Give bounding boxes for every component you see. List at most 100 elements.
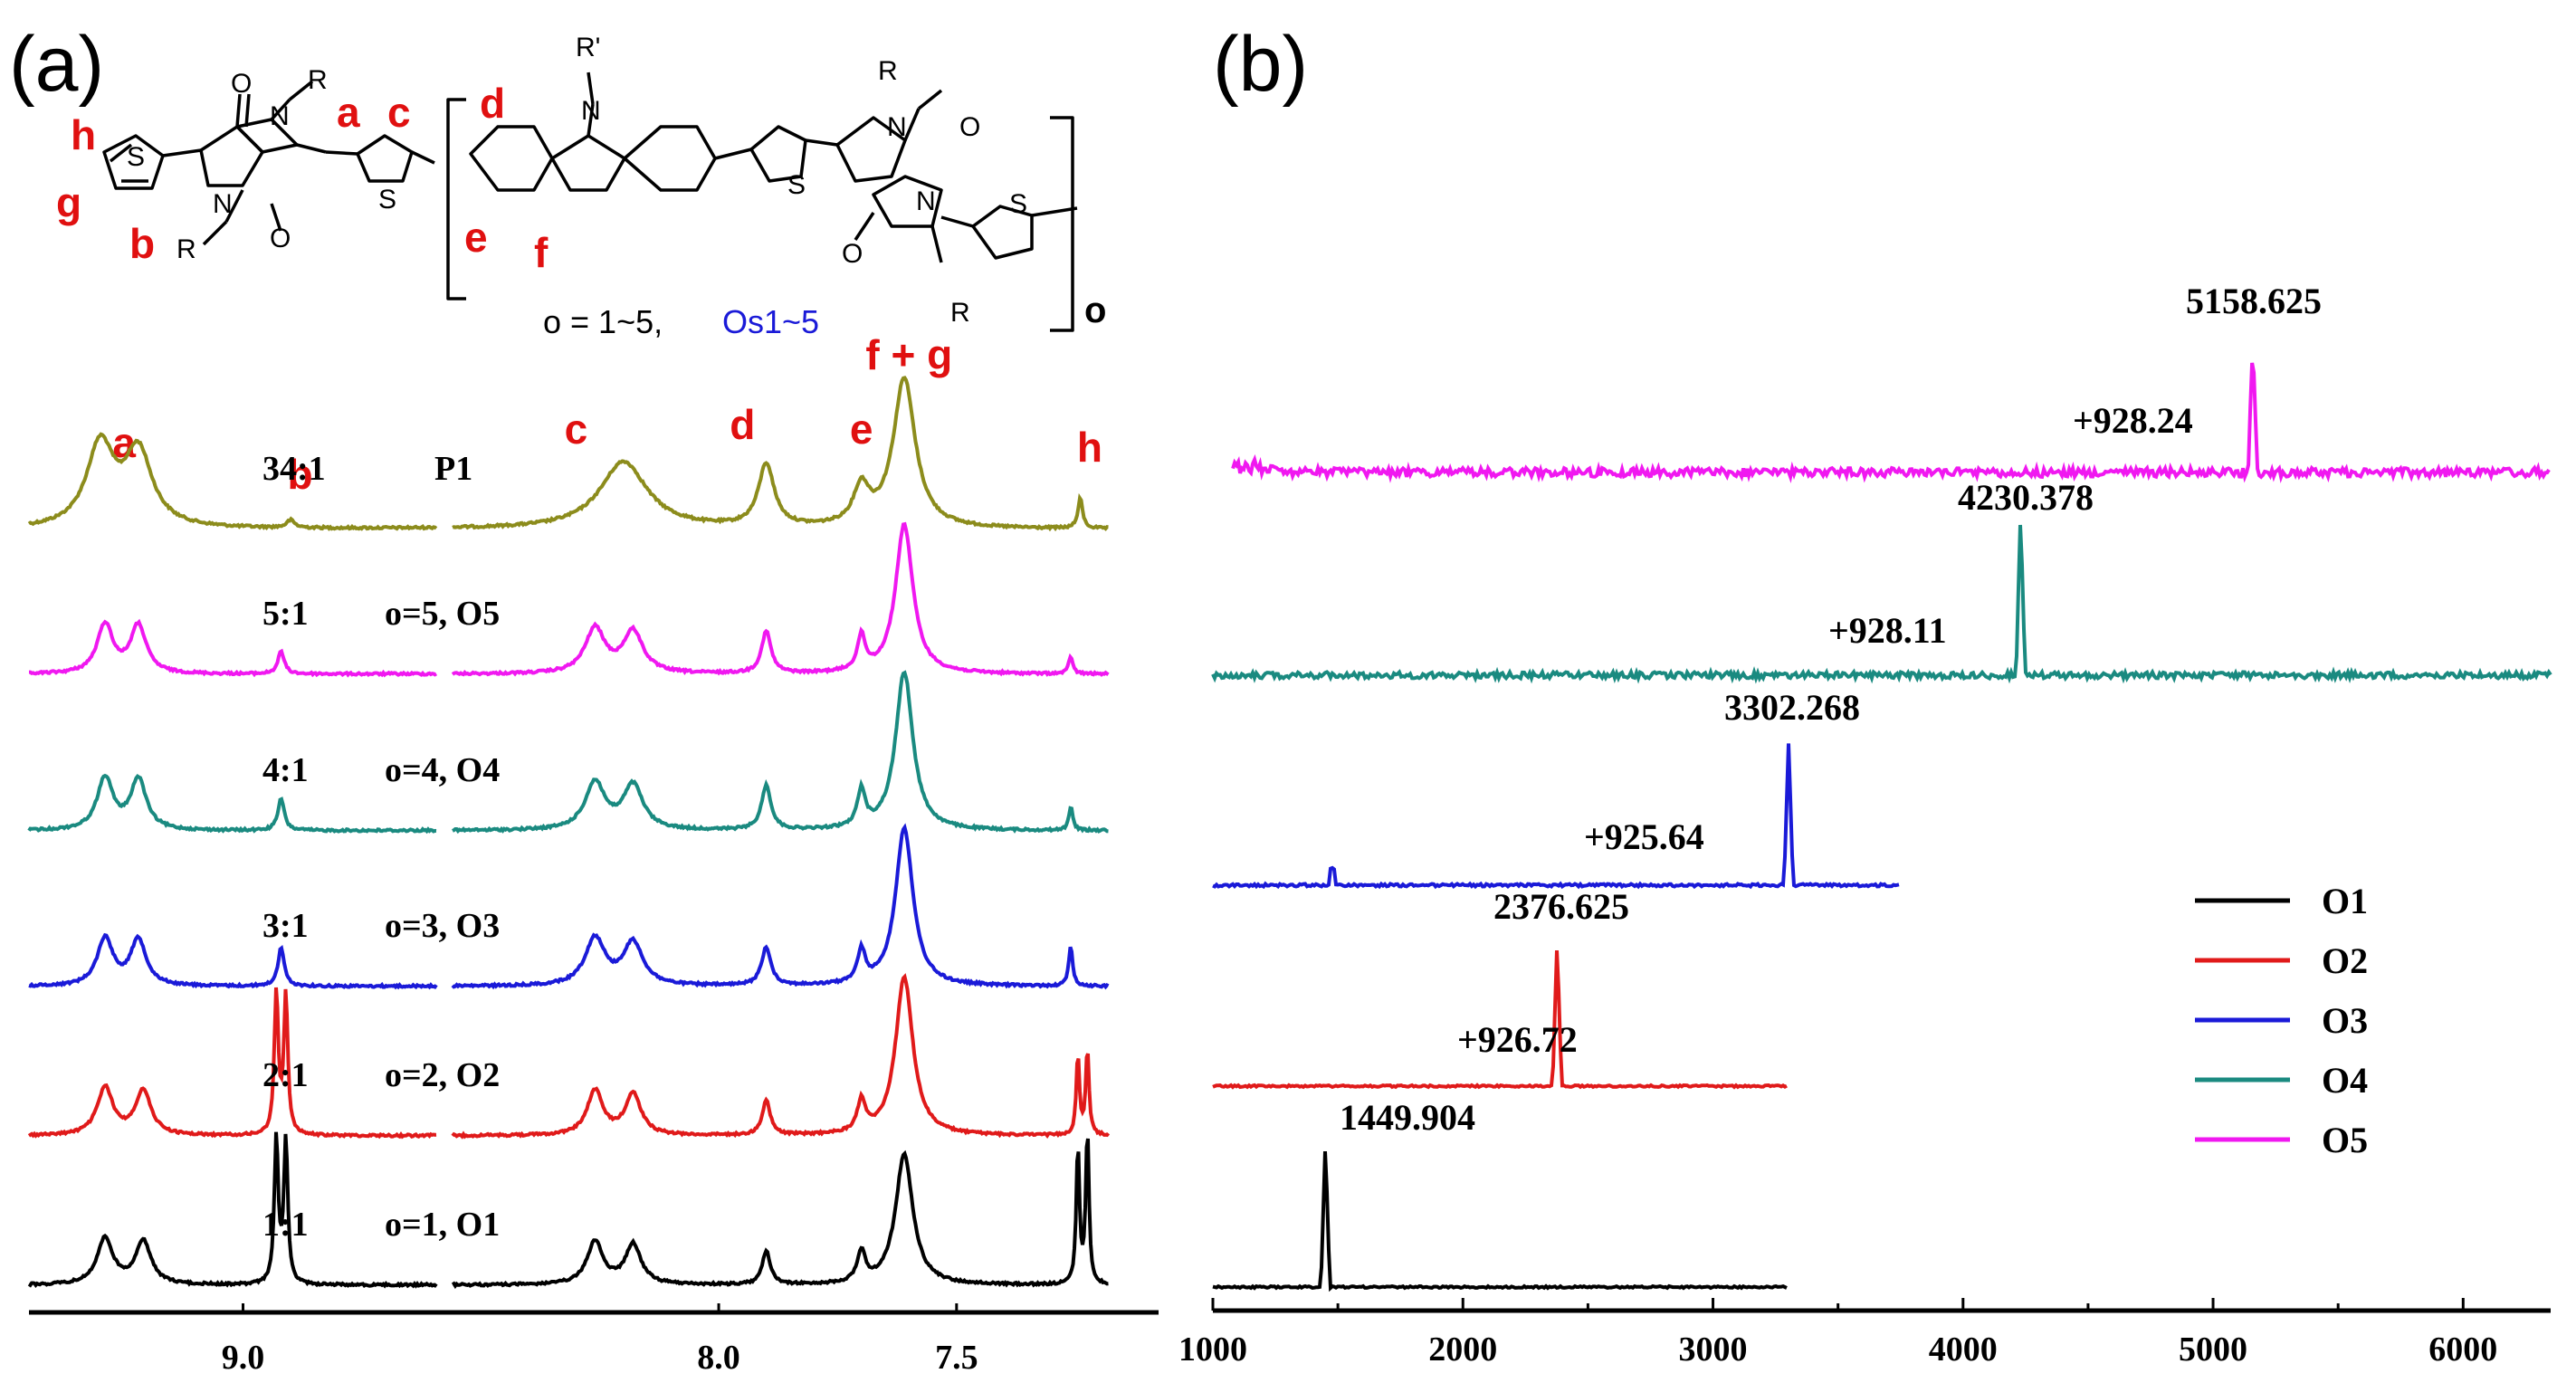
atom-r-prime: R' <box>576 33 600 62</box>
nmr-trace-P1 <box>452 376 1109 532</box>
oligomer-label: o=1, O1 <box>385 1206 500 1244</box>
ratio-label: 34:1 <box>262 450 326 488</box>
nmr-trace-O2 <box>27 987 437 1140</box>
nmr-tick-label: 9.0 <box>222 1339 265 1377</box>
molecule-structure <box>102 72 1078 332</box>
atom-s: S <box>127 142 145 172</box>
oligomer-name: Os1~5 <box>722 303 819 340</box>
nmr-trace-O4 <box>452 670 1109 835</box>
ms-tick-label: 5000 <box>2179 1331 2247 1369</box>
nmr-trace-O4 <box>27 773 437 835</box>
proton-label-g: g <box>56 179 81 226</box>
ms-peak-label: 5158.625 <box>2186 281 2322 321</box>
proton-label-e: e <box>464 214 488 261</box>
peak-label: c <box>565 405 588 453</box>
atom-n: N <box>887 112 907 142</box>
nmr-tick-label: 8.0 <box>697 1339 740 1377</box>
proton-label-c: c <box>387 89 411 136</box>
ratio-label: 3:1 <box>262 907 309 945</box>
atom-o: O <box>842 239 863 269</box>
nmr-traces <box>27 376 1111 1290</box>
nmr-trace-O3 <box>28 932 438 990</box>
peak-label: b <box>288 451 313 498</box>
ms-diff-label: +928.24 <box>2073 400 2193 441</box>
ms-tick-label: 6000 <box>2428 1331 2497 1369</box>
ms-trace-O1 <box>1212 1151 1788 1292</box>
ms-trace-O5 <box>1231 362 2551 484</box>
oligomer-label: o=4, O4 <box>385 751 500 789</box>
nmr-trace-O2 <box>451 973 1111 1140</box>
atom-s: S <box>378 185 396 215</box>
atom-r: R <box>177 234 196 264</box>
ratio-label: 4:1 <box>262 751 309 789</box>
legend-label: O3 <box>2322 1000 2368 1041</box>
oligomer-caption: o = 1~5, <box>543 303 663 340</box>
nmr-trace-O5 <box>29 618 438 678</box>
ms-trace-O3 <box>1212 743 1900 890</box>
nmr-trace-O1 <box>451 1138 1109 1290</box>
panel-b-label: (b) <box>1213 21 1308 108</box>
panel-b: (b) 1449.904 2376.625 +926.72 3302.268 +925.… <box>1178 21 2552 1369</box>
proton-label-a: a <box>337 89 360 136</box>
atom-n: N <box>581 96 601 126</box>
proton-label-f: f <box>534 229 549 276</box>
ms-tick-label: 1000 <box>1178 1331 1247 1369</box>
atom-n: N <box>270 101 290 131</box>
atom-o: O <box>959 112 980 142</box>
nmr-trace-O3 <box>451 823 1110 990</box>
ms-x-axis: 1000 2000 3000 4000 5000 6000 <box>1178 1298 2551 1369</box>
nmr-peak-labels: abc d ef + gh <box>112 331 1102 498</box>
ms-tick-label: 3000 <box>1679 1331 1748 1369</box>
nmr-trace-P1 <box>27 432 438 531</box>
ms-traces <box>1211 362 2552 1292</box>
ms-peak-label: 1449.904 <box>1340 1097 1475 1138</box>
ratio-label: 5:1 <box>262 595 309 633</box>
peak-label: f + g <box>865 331 952 378</box>
ms-peak-label: 2376.625 <box>1493 886 1629 927</box>
atom-o: O <box>231 69 252 99</box>
nmr-trace-O5 <box>451 521 1110 677</box>
panel-a-label: (a) <box>9 21 104 108</box>
legend-label: O5 <box>2322 1120 2368 1160</box>
atom-n: N <box>916 186 936 216</box>
nmr-trace-labels: 34:1 P1 5:1 o=5, O5 4:1 o=4, O4 3:1 o=3, O3 2:1 o… <box>262 450 500 1244</box>
atom-s: S <box>787 170 806 200</box>
legend-label: O4 <box>2322 1060 2368 1101</box>
atom-r: R <box>950 298 970 328</box>
oligomer-label: P1 <box>434 450 472 488</box>
legend-label: O2 <box>2322 940 2368 981</box>
oligomer-label: o=3, O3 <box>385 907 500 945</box>
oligomer-label: o=2, O2 <box>385 1056 500 1094</box>
legend-label: O1 <box>2322 881 2368 921</box>
oligomer-label: o=5, O5 <box>385 595 500 633</box>
ms-trace-O4 <box>1211 524 2552 684</box>
ms-peak-label: 4230.378 <box>1958 477 2094 518</box>
panel-a: (a) <box>9 21 1159 1377</box>
ms-tick-label: 2000 <box>1428 1331 1497 1369</box>
ms-trace-O2 <box>1212 950 1788 1090</box>
atom-s: S <box>1009 189 1027 219</box>
peak-label: e <box>850 405 873 453</box>
peak-label: d <box>730 401 755 448</box>
nmr-trace-O1 <box>27 1131 438 1289</box>
atom-o: O <box>270 224 291 253</box>
nmr-x-axis: 9.0 8.0 7.5 <box>29 1303 1159 1377</box>
peak-label: h <box>1077 424 1102 471</box>
ms-diff-label: +926.72 <box>1457 1019 1578 1060</box>
ms-tick-label: 4000 <box>1929 1331 1998 1369</box>
ms-diff-label: +928.11 <box>1828 610 1947 651</box>
atom-r: R <box>878 56 898 86</box>
molecule-atoms: S R N O N R O S R' N S R N O O N R S h g… <box>56 33 1106 340</box>
atom-n: N <box>213 189 233 219</box>
ratio-label: 2:1 <box>262 1056 309 1094</box>
repeat-subscript: o <box>1084 291 1106 330</box>
proton-label-d: d <box>480 80 505 127</box>
proton-label-h: h <box>71 111 96 158</box>
ratio-label: 1:1 <box>262 1206 309 1244</box>
atom-r: R <box>308 65 328 95</box>
ms-diff-label: +925.64 <box>1584 816 1704 857</box>
ms-peak-label: 3302.268 <box>1724 687 1860 728</box>
ms-peak-labels: 1449.904 2376.625 +926.72 3302.268 +925.64 42… <box>1340 281 2322 1138</box>
nmr-tick-label: 7.5 <box>935 1339 978 1377</box>
